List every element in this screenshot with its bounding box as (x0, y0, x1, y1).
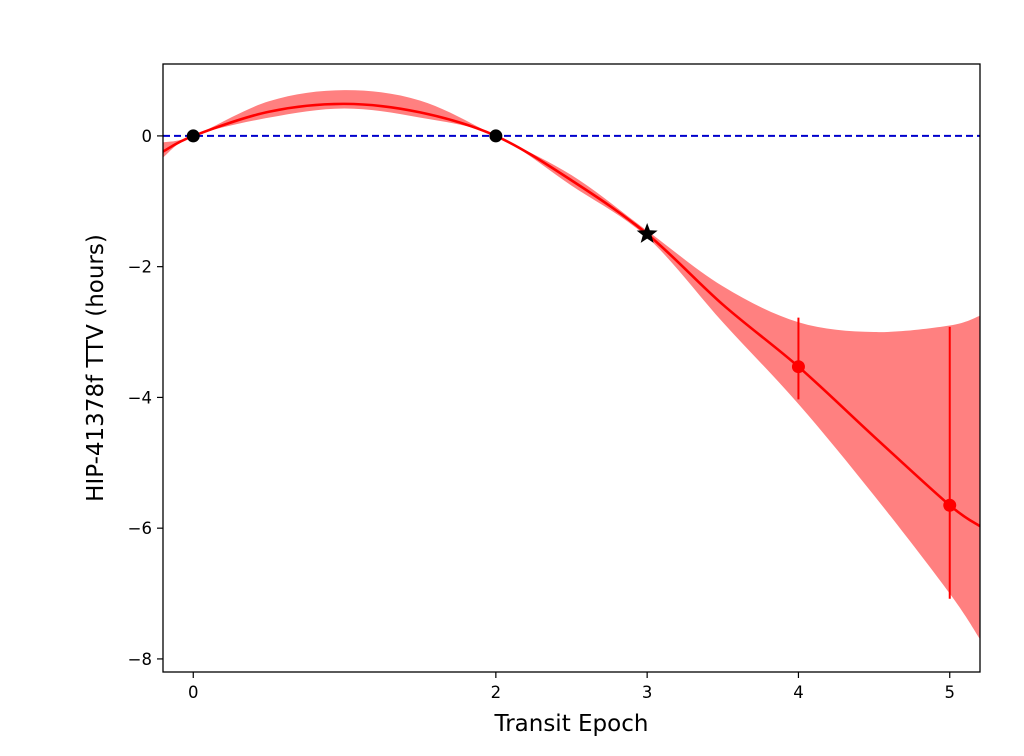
axes: 0 2 3 4 5 0 −2 −4 −6 −8 (128, 63, 981, 702)
axes-frame (162, 63, 981, 673)
y-tick-label: 0 (142, 127, 153, 146)
x-tick-label: 4 (793, 683, 804, 702)
highlight-star-point (636, 222, 658, 243)
observed-point (186, 129, 200, 143)
y-tick-label: −2 (128, 258, 152, 277)
y-tick-label: −8 (128, 650, 152, 669)
y-axis-title: HIP-41378f TTV (hours) (83, 234, 109, 502)
y-tick-label: −4 (128, 388, 152, 407)
observed-point (489, 129, 503, 143)
x-tick-label: 3 (642, 683, 653, 702)
predicted-point (791, 360, 805, 374)
plot-area (163, 90, 980, 640)
plot-content (163, 90, 980, 640)
x-tick-label: 5 (944, 683, 955, 702)
x-tick-label: 2 (491, 683, 502, 702)
x-tick-label: 0 (188, 683, 199, 702)
predicted-point (943, 498, 957, 512)
y-tick-label: −6 (128, 519, 152, 538)
x-axis-title: Transit Epoch (494, 711, 649, 737)
uncertainty-band (163, 90, 980, 640)
model-curve (163, 102, 980, 528)
